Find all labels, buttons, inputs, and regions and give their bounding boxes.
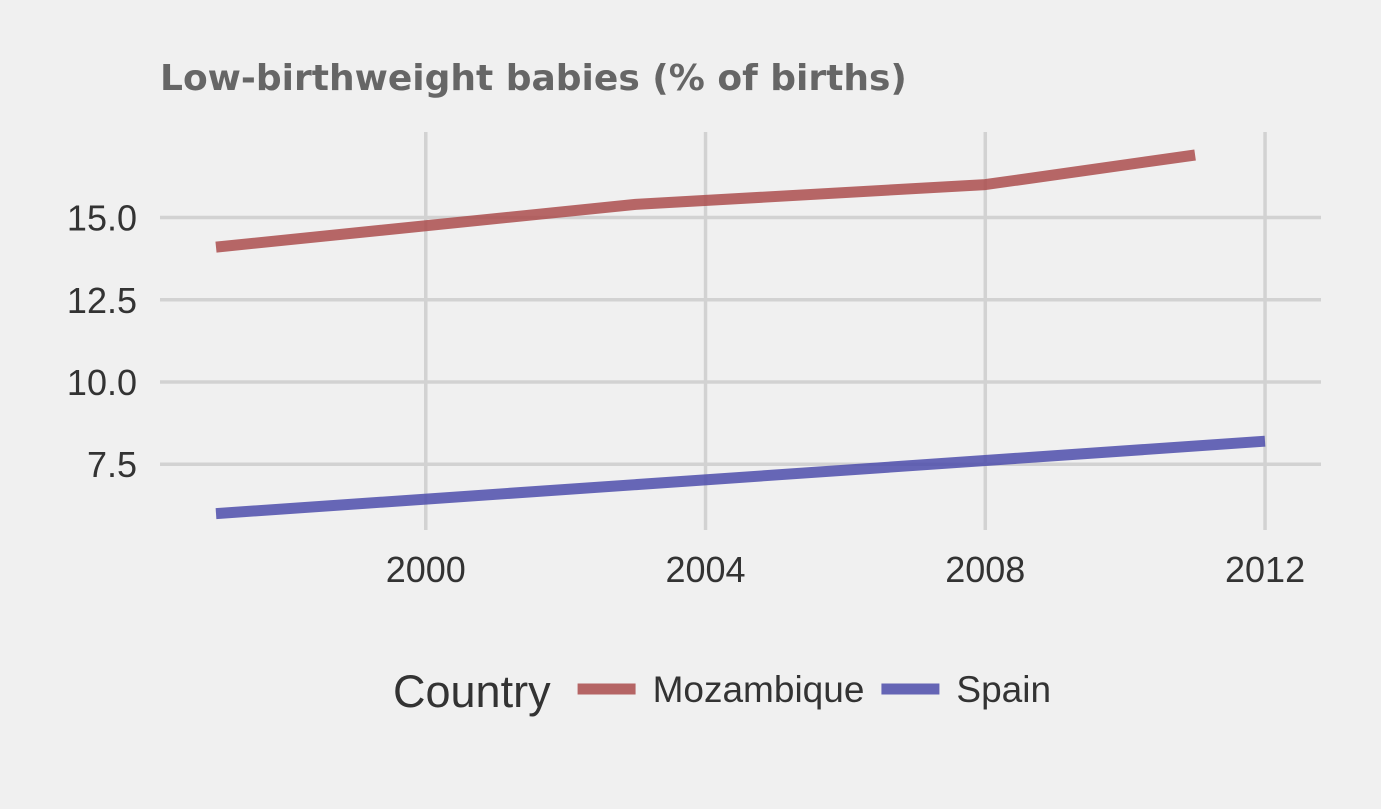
series-line-mozambique	[215, 149, 1196, 253]
y-axis-tick-labels: 7.5 10.0 12.5 15.0	[67, 198, 137, 486]
x-axis-tick-labels: 2000 2004 2008 2012	[386, 549, 1305, 590]
series-lines	[215, 149, 1266, 520]
x-tick-label: 2008	[945, 549, 1025, 590]
legend-label-spain: Spain	[956, 669, 1051, 710]
chart-title: Low-birthweight babies (% of births)	[160, 58, 907, 99]
x-tick-label: 2000	[386, 549, 466, 590]
y-tick-label: 7.5	[87, 444, 137, 485]
x-tick-label: 2004	[665, 549, 745, 590]
y-tick-label: 15.0	[67, 198, 137, 239]
legend: Country Mozambique Spain	[393, 666, 1051, 717]
x-tick-label: 2012	[1225, 549, 1305, 590]
legend-title: Country	[393, 666, 551, 717]
series-line-spain	[215, 435, 1266, 520]
y-tick-label: 10.0	[67, 362, 137, 403]
y-gridlines	[160, 215, 1321, 466]
legend-items: Mozambique Spain	[577, 669, 1051, 710]
legend-label-mozambique: Mozambique	[653, 669, 865, 710]
y-tick-label: 12.5	[67, 280, 137, 321]
